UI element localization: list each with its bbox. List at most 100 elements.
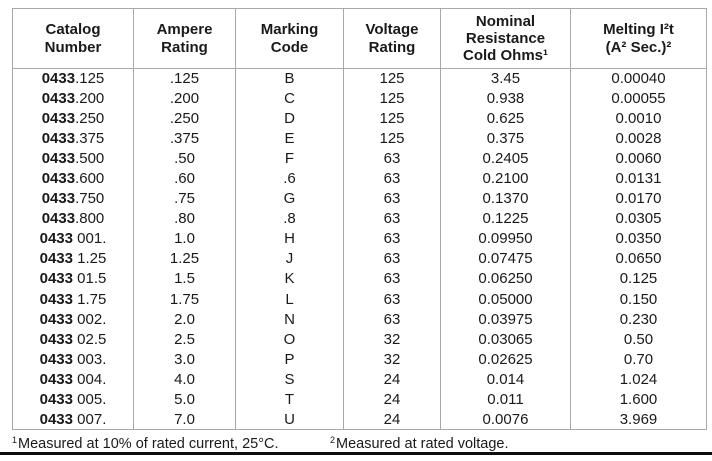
ampere-rating-cell: .75 [133, 188, 236, 209]
fuse-spec-table: Catalog Number Ampere Rating Marking Cod… [12, 8, 707, 430]
ampere-rating-cell: 1.75 [133, 289, 236, 310]
nominal-resistance-cell: 0.1225 [440, 208, 571, 229]
footnotes: 1Measured at 10% of rated current, 25°C.… [12, 435, 706, 453]
marking-code-cell: F [235, 148, 344, 169]
table-row: 0433.250 .250 D 125 0.625 0.0010 [13, 108, 707, 129]
melting-i2t-cell: 0.70 [570, 349, 707, 370]
ampere-rating-cell: .200 [133, 88, 236, 109]
catalog-number-cell: 0433 004. [13, 369, 134, 389]
table-row: 0433 004. 4.0 S 24 0.014 1.024 [13, 369, 707, 390]
voltage-rating-cell: 63 [343, 268, 441, 290]
melting-i2t-cell: 0.0170 [570, 188, 707, 209]
voltage-rating-cell: 125 [343, 108, 441, 129]
ampere-rating-cell: 3.0 [133, 349, 236, 370]
voltage-rating-cell: 63 [343, 208, 441, 229]
table-row: 0433 1.25 1.25 J 63 0.07475 0.0650 [13, 248, 707, 269]
catalog-prefix: 0433 [39, 310, 73, 328]
footnote-2-text: Measured at rated voltage. [336, 436, 509, 452]
ampere-rating-cell: 7.0 [133, 409, 236, 430]
catalog-number-cell: 0433 02.5 [13, 329, 134, 349]
header-row: Catalog Number Ampere Rating Marking Cod… [12, 8, 707, 69]
nominal-resistance-cell: 0.09950 [440, 228, 571, 249]
catalog-prefix: 0433 [39, 290, 73, 308]
table-row: 0433.200 .200 C 125 0.938 0.00055 [13, 88, 707, 109]
melting-i2t-cell: 0.125 [570, 268, 707, 290]
ampere-rating-cell: .125 [133, 68, 236, 89]
table-body: 0433.125 .125 B 125 3.45 0.00040 0433 .20… [13, 68, 707, 430]
table-row: 0433.125 .125 B 125 3.45 0.00040 [13, 68, 707, 89]
marking-code-cell: N [235, 309, 344, 330]
catalog-prefix: 0433 [39, 230, 73, 248]
catalog-number-cell: 0433.500 [13, 149, 134, 169]
ampere-rating-cell: 2.0 [133, 309, 236, 330]
catalog-number-cell: 0433 002. [13, 309, 134, 329]
voltage-rating-cell: 125 [343, 128, 441, 149]
voltage-rating-cell: 32 [343, 329, 441, 350]
catalog-number-cell: 0433 007. [13, 409, 134, 429]
catalog-suffix: .800 [75, 210, 105, 228]
nominal-resistance-cell: 0.011 [440, 389, 571, 410]
table-row: 0433.800 .80 .8 63 0.1225 0.0305 [13, 208, 707, 229]
catalog-number-cell: 0433 1.75 [13, 289, 134, 309]
catalog-number-cell: 0433 005. [13, 389, 134, 409]
ampere-rating-cell: 1.25 [133, 248, 236, 269]
melting-i2t-cell: 0.230 [570, 309, 707, 330]
ampere-rating-cell: 1.5 [133, 268, 236, 290]
catalog-number-cell: 0433 003. [13, 349, 134, 369]
voltage-rating-cell: 63 [343, 148, 441, 169]
col-header-ampere-rating: Ampere Rating [133, 8, 236, 69]
catalog-prefix: 0433 [41, 190, 76, 208]
nominal-resistance-cell: 0.07475 [440, 248, 571, 269]
ampere-rating-cell: 4.0 [133, 369, 236, 390]
catalog-suffix: 1.75 [73, 290, 107, 308]
nominal-resistance-cell: 0.02625 [440, 349, 571, 370]
footnote-1-marker: 1 [12, 435, 18, 445]
table-row: 0433 01.5 1.5 K 63 0.06250 0.125 [13, 268, 707, 290]
marking-code-cell: S [235, 369, 344, 390]
nominal-resistance-cell: 0.375 [440, 128, 571, 149]
melting-i2t-cell: 0.0010 [570, 108, 707, 129]
nominal-resistance-cell: 3.45 [440, 68, 571, 89]
catalog-prefix: 0433 [39, 390, 73, 408]
marking-code-cell: C [235, 88, 344, 109]
catalog-prefix: 0433 [41, 90, 76, 108]
melting-i2t-cell: 0.50 [570, 329, 707, 350]
voltage-rating-cell: 63 [343, 188, 441, 209]
catalog-number-cell: 0433 01.5 [13, 269, 134, 289]
melting-i2t-cell: 0.0650 [570, 248, 707, 269]
voltage-rating-cell: 63 [343, 248, 441, 269]
catalog-prefix: 0433 [39, 330, 73, 348]
catalog-suffix: 01.5 [73, 270, 107, 288]
catalog-number-cell: 0433.800 [13, 209, 134, 229]
footnote-1: 1Measured at 10% of rated current, 25°C. [12, 435, 279, 453]
marking-code-cell: D [235, 108, 344, 129]
ampere-rating-cell: .250 [133, 108, 236, 129]
col-header-catalog-number: Catalog Number [12, 8, 134, 69]
melting-i2t-cell: 0.00055 [570, 88, 707, 109]
voltage-rating-cell: 24 [343, 389, 441, 410]
col-header-melting-i2t: Melting I²t (A² Sec.)² [570, 8, 707, 69]
melting-i2t-cell: 0.0305 [570, 208, 707, 229]
catalog-prefix: 0433 [39, 370, 73, 388]
catalog-prefix: 0433 [41, 110, 76, 128]
marking-code-cell: H [235, 228, 344, 249]
voltage-rating-cell: 63 [343, 289, 441, 310]
table-row: 0433 005. 5.0 T 24 0.011 1.600 [13, 389, 707, 410]
voltage-rating-cell: 63 [343, 309, 441, 330]
nominal-resistance-cell: 0.2100 [440, 168, 571, 189]
table-row: 0433 1.75 1.75 L 63 0.05000 0.150 [13, 289, 707, 310]
catalog-prefix: 0433 [41, 150, 76, 168]
marking-code-cell: .6 [235, 168, 344, 189]
footnote-2: 2Measured at rated voltage. [330, 436, 509, 453]
melting-i2t-cell: 0.00040 [570, 68, 707, 89]
col-header-nominal-resistance: Nominal Resistance Cold Ohms¹ [440, 8, 571, 69]
ampere-rating-cell: .50 [133, 148, 236, 169]
ampere-rating-cell: .375 [133, 128, 236, 149]
col-header-marking-code: Marking Code [235, 8, 344, 69]
table-row: 0433 001. 1.0 H 63 0.09950 0.0350 [13, 228, 707, 249]
melting-i2t-cell: 1.024 [570, 369, 707, 390]
catalog-number-cell: 0433.250 [13, 109, 134, 129]
catalog-prefix: 0433 [39, 350, 73, 368]
catalog-suffix: 003. [73, 350, 107, 368]
marking-code-cell: G [235, 188, 344, 209]
